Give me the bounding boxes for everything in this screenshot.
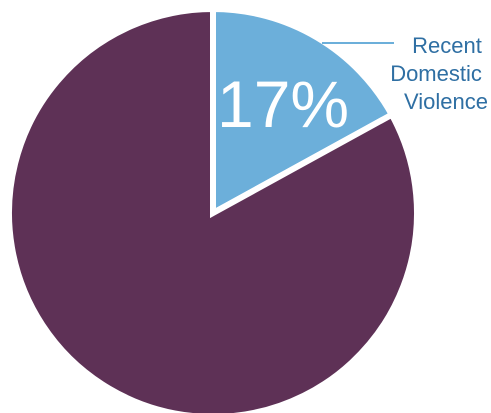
callout-line-1: Recent	[412, 33, 482, 58]
pie-slice-remainder	[6, 5, 420, 413]
pie-slices	[6, 5, 420, 413]
pie-slice-recent-domestic-violence	[210, 5, 396, 219]
callout-line-3: Violence	[404, 89, 488, 114]
slice-percent-label: 17%	[217, 67, 349, 141]
callout-line-2: Domestic	[390, 61, 482, 86]
slice-callout-label: Recent Domestic Violence	[390, 33, 488, 114]
